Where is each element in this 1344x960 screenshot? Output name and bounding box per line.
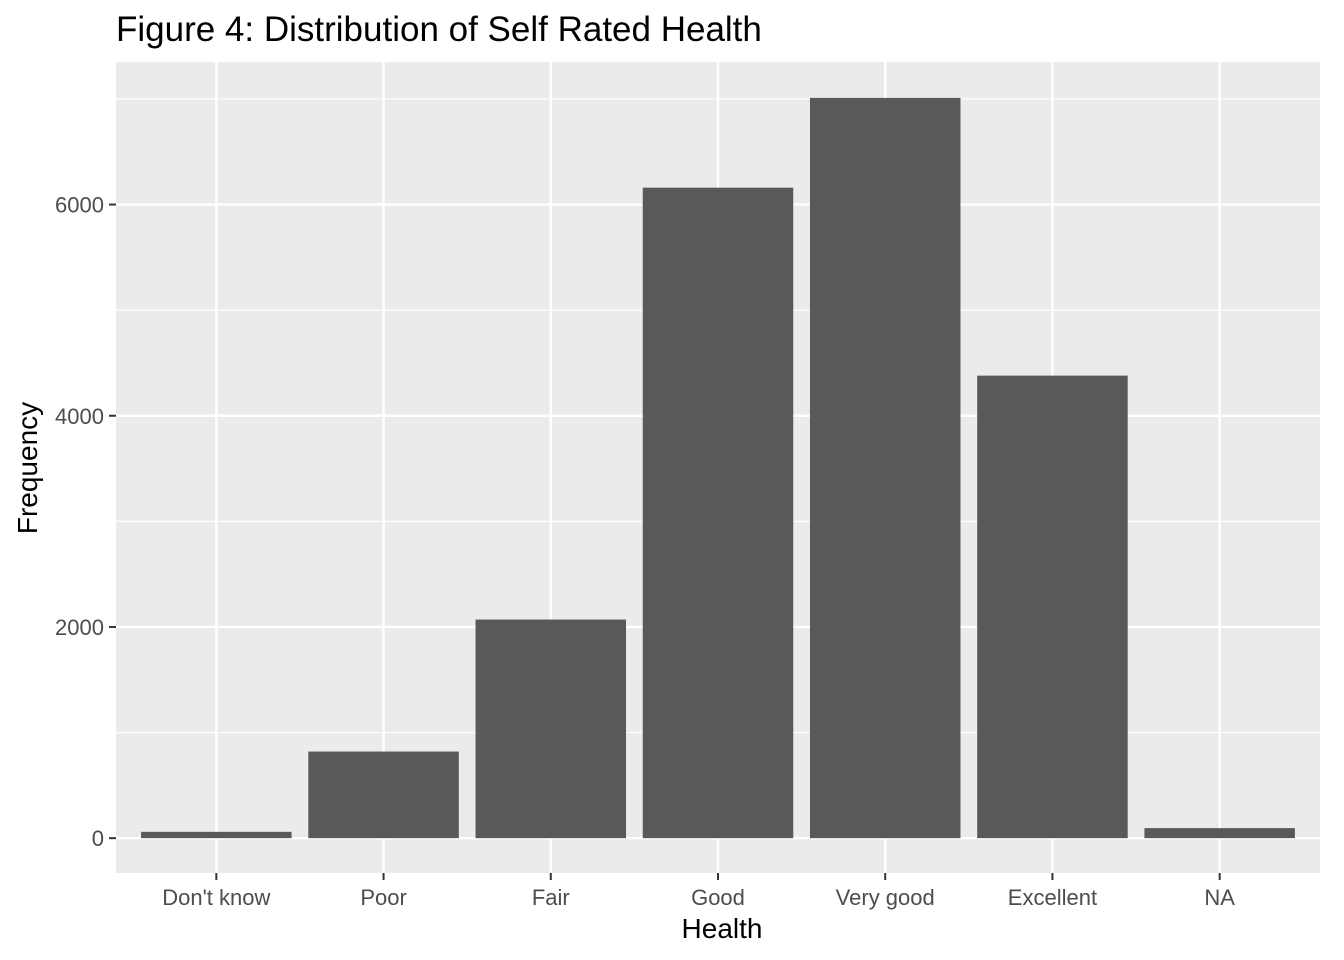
y-tick-label: 2000	[55, 615, 104, 640]
bar	[1144, 828, 1295, 839]
bar	[141, 831, 292, 839]
y-tick-label: 4000	[55, 404, 104, 429]
x-tick-label: NA	[1204, 885, 1235, 910]
x-tick-label: Fair	[532, 885, 570, 910]
bar	[475, 619, 627, 839]
x-tick-label: Good	[691, 885, 745, 910]
x-tick-label: Very good	[836, 885, 935, 910]
y-tick-label: 0	[92, 826, 104, 851]
bar	[977, 375, 1128, 839]
x-tick-label: Excellent	[1008, 885, 1097, 910]
x-tick-label: Don't know	[162, 885, 270, 910]
bars	[141, 97, 1295, 839]
chart-title: Figure 4: Distribution of Self Rated Hea…	[116, 10, 762, 49]
x-tick-label: Poor	[360, 885, 406, 910]
x-axis: Don't know Poor Fair Good Very good Excellent…	[162, 873, 1235, 910]
bar	[308, 751, 459, 839]
x-axis-title: Health	[682, 913, 763, 944]
bar	[642, 187, 794, 839]
y-tick-label: 6000	[55, 193, 104, 218]
y-axis: 0 2000 4000 6000	[55, 193, 116, 851]
y-axis-title: Frequency	[12, 402, 43, 534]
bar	[809, 97, 961, 839]
